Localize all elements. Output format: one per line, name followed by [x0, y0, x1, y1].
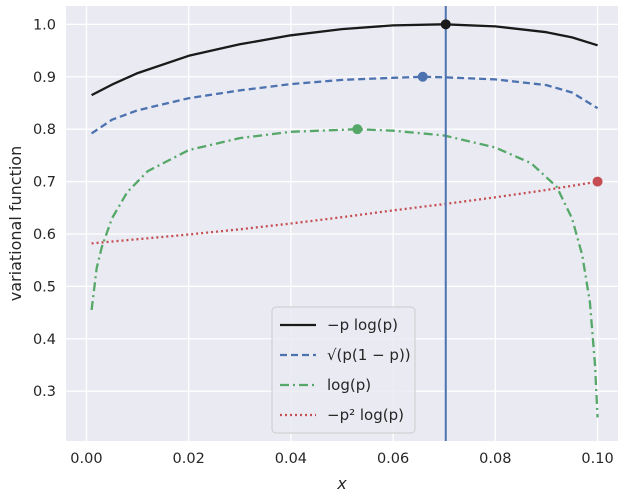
marker-layer [352, 19, 603, 187]
y-tick-label: 0.8 [33, 122, 56, 138]
legend-label-3: −p² log(p) [327, 406, 404, 424]
x-tick-label: 0.06 [377, 451, 409, 467]
y-tick-label: 0.3 [33, 384, 56, 400]
y-axis-label: variational function [6, 146, 25, 301]
series-marker-0 [440, 19, 451, 30]
series-layer [90, 23, 599, 418]
series-marker-1 [417, 71, 428, 82]
y-tick-label: 0.5 [33, 279, 56, 295]
y-tick-labels: 0.3 0.4 0.5 0.6 0.7 0.8 0.9 1.0 [33, 17, 56, 400]
y-tick-label: 1.0 [33, 17, 56, 33]
x-tick-label: 0.00 [70, 451, 102, 467]
legend-label-1: √(p(1 − p)) [327, 346, 411, 364]
x-tick-labels: 0.00 0.02 0.04 0.06 0.08 0.10 [70, 451, 613, 467]
y-tick-label: 0.4 [33, 332, 56, 348]
x-tick-label: 0.10 [581, 451, 613, 467]
y-tick-label: 0.9 [33, 70, 56, 86]
series-line-1 [90, 75, 599, 135]
legend-label-2: log(p) [327, 376, 371, 394]
x-tick-label: 0.04 [275, 451, 307, 467]
y-tick-label: 0.6 [33, 227, 56, 243]
x-axis-label: x [336, 474, 347, 493]
series-marker-2 [352, 124, 363, 135]
series-line-0 [91, 23, 598, 97]
series-line-3 [91, 180, 598, 245]
legend-label-0: −p log(p) [327, 316, 398, 334]
x-tick-label: 0.08 [479, 451, 511, 467]
x-tick-label: 0.02 [173, 451, 205, 467]
y-tick-label: 0.7 [33, 175, 56, 191]
legend-box [271, 306, 416, 434]
legend: −p log(p) √(p(1 − p)) log(p) −p² log(p) [271, 306, 416, 434]
series-marker-3 [592, 176, 603, 187]
series-line-2 [90, 128, 599, 418]
